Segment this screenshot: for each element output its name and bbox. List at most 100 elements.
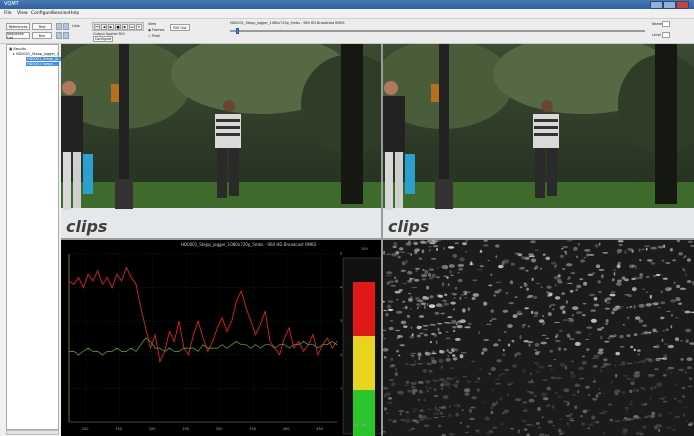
difference-speck	[514, 398, 522, 402]
series-0-point	[193, 334, 194, 335]
close-button[interactable]	[676, 1, 689, 9]
name-field[interactable]	[662, 21, 670, 27]
difference-speck	[600, 335, 603, 340]
clips-watermark-left-text: clips	[66, 217, 108, 236]
test-button[interactable]: Test	[32, 23, 52, 30]
difference-speck	[441, 379, 448, 384]
quality-metric-chart-pane[interactable]: HD0001_Stepp_jogger_1080x720p_5mbs - 960…	[61, 240, 381, 436]
series-1-point	[87, 347, 89, 349]
difference-speck	[686, 258, 691, 262]
loop-icon[interactable]: ↻	[136, 24, 142, 30]
difference-speck	[491, 402, 496, 407]
menu-view[interactable]: View	[17, 11, 28, 16]
difference-speck	[416, 305, 421, 307]
chart-series	[68, 266, 338, 363]
quality-scale-bottom: 0.5 - 80	[353, 423, 367, 427]
difference-speck	[667, 412, 673, 414]
processed-video-pane[interactable]: clips	[383, 44, 694, 238]
minimize-button[interactable]	[650, 1, 663, 9]
difference-speck	[616, 264, 621, 269]
last-frame-icon[interactable]: ⏭	[129, 24, 135, 30]
sequence-list-button[interactable]: Sequence List	[6, 32, 30, 40]
series-0-point	[269, 341, 271, 342]
run-button[interactable]: Run	[32, 32, 52, 39]
difference-speck	[629, 305, 633, 308]
level-field[interactable]	[662, 32, 670, 38]
difference-speck	[519, 335, 522, 340]
frames-radio[interactable]: ◉ Frames	[148, 28, 165, 32]
horizontal-splitter[interactable]	[61, 238, 694, 240]
difference-speck	[530, 240, 536, 244]
difference-speck	[436, 276, 440, 279]
next-frame-icon[interactable]: ▶	[122, 24, 128, 30]
layout-icon[interactable]	[56, 23, 62, 30]
series-1-point	[226, 347, 228, 349]
difference-speck	[466, 379, 472, 384]
difference-speck	[385, 312, 389, 317]
x-tick-label: 350	[249, 427, 256, 431]
stop-icon[interactable]: ■	[115, 24, 121, 30]
difference-speck	[545, 256, 551, 261]
references-button[interactable]: References	[6, 23, 30, 30]
tree-item-1[interactable]: ▸ HD0001_Stepp_jogger_1	[13, 52, 59, 56]
menu-help[interactable]: Help	[69, 11, 80, 16]
roi-out-button[interactable]: ROI Out	[170, 24, 190, 31]
difference-speck	[438, 358, 444, 363]
difference-speck	[585, 338, 589, 341]
series-0-point	[92, 280, 94, 282]
difference-speck	[414, 243, 418, 245]
difference-map-pane[interactable]	[383, 240, 694, 436]
difference-speck	[527, 325, 531, 328]
difference-speck	[624, 250, 627, 255]
series-1-point	[207, 347, 209, 349]
difference-speck	[527, 294, 534, 298]
menu-file[interactable]: File	[4, 11, 12, 16]
split-icon[interactable]	[56, 32, 62, 39]
difference-speck	[464, 251, 468, 253]
series-1-point	[317, 347, 319, 349]
difference-speck	[548, 292, 553, 297]
difference-speck	[429, 323, 436, 326]
difference-speck	[477, 377, 481, 380]
difference-speck	[579, 278, 584, 281]
menu-session[interactable]: Session	[52, 11, 70, 16]
grid-icon[interactable]	[63, 23, 69, 30]
difference-speck	[675, 383, 678, 386]
configure-button[interactable]: Configure	[93, 36, 113, 42]
tree-horizontal-scrollbar[interactable]	[6, 430, 59, 435]
reference-video-pane[interactable]: clips	[61, 44, 381, 238]
tree-item-root[interactable]: ▣ Results	[9, 47, 27, 51]
difference-speck	[489, 320, 493, 322]
maximize-button[interactable]	[663, 1, 676, 9]
difference-speck	[452, 308, 456, 311]
difference-speck	[404, 362, 409, 365]
frame-slider-thumb[interactable]	[236, 28, 239, 34]
difference-speck	[421, 249, 425, 254]
difference-speck	[510, 262, 515, 266]
difference-speck	[402, 300, 406, 303]
difference-speck	[621, 419, 628, 422]
difference-speck	[490, 410, 494, 415]
difference-speck	[399, 344, 406, 347]
series-1-point	[250, 347, 252, 349]
difference-speck	[613, 269, 617, 271]
tree-item-3[interactable]: HD0001 Stepp_...	[26, 62, 59, 66]
first-frame-icon[interactable]: ⏮	[94, 24, 100, 30]
vertical-splitter[interactable]	[381, 44, 383, 436]
difference-speck	[581, 360, 587, 365]
difference-speck	[425, 386, 428, 389]
single-view-icon[interactable]	[63, 32, 69, 39]
pixel-radio[interactable]: ○ Pixel	[148, 34, 160, 38]
difference-speck	[388, 379, 395, 381]
difference-speck	[401, 261, 406, 266]
tree-item-2[interactable]: HD0001_Stepp_jo...	[26, 57, 63, 61]
difference-speck	[604, 307, 610, 310]
prev-frame-icon[interactable]: ◀	[101, 24, 107, 30]
difference-speck	[409, 277, 412, 281]
difference-speck	[476, 269, 483, 271]
frame-slider[interactable]	[230, 30, 645, 32]
difference-speck	[462, 242, 467, 246]
play-icon[interactable]: ▶	[108, 24, 114, 30]
menu-configure[interactable]: Configure	[31, 11, 53, 16]
difference-speck	[428, 246, 432, 248]
